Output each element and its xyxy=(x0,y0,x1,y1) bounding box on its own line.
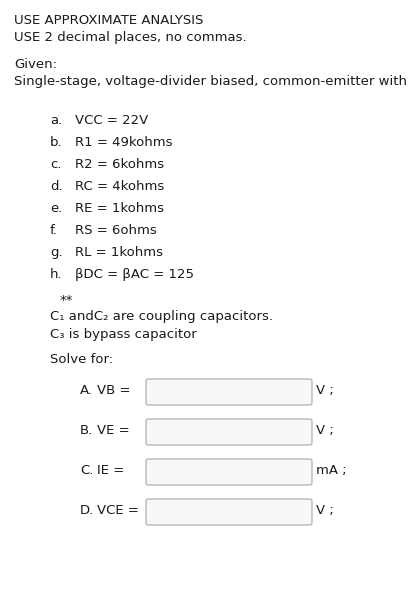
FancyBboxPatch shape xyxy=(146,459,312,485)
Text: V ;: V ; xyxy=(316,504,334,517)
Text: Solve for:: Solve for: xyxy=(50,353,113,366)
Text: VCC = 22V: VCC = 22V xyxy=(75,114,148,127)
Text: g.: g. xyxy=(50,246,63,259)
Text: USE APPROXIMATE ANALYSIS: USE APPROXIMATE ANALYSIS xyxy=(14,14,204,27)
Text: R2 = 6kohms: R2 = 6kohms xyxy=(75,158,164,171)
Text: V ;: V ; xyxy=(316,424,334,437)
FancyBboxPatch shape xyxy=(146,379,312,405)
Text: C₃ is bypass capacitor: C₃ is bypass capacitor xyxy=(50,328,197,341)
Text: f.: f. xyxy=(50,224,58,237)
Text: Single-stage, voltage-divider biased, common-emitter with: Single-stage, voltage-divider biased, co… xyxy=(14,75,407,88)
Text: βDC = βAC = 125: βDC = βAC = 125 xyxy=(75,268,194,281)
Text: **: ** xyxy=(60,294,73,307)
Text: e.: e. xyxy=(50,202,62,215)
Text: RL = 1kohms: RL = 1kohms xyxy=(75,246,163,259)
Text: VE =: VE = xyxy=(97,424,130,437)
FancyBboxPatch shape xyxy=(146,499,312,525)
Text: IE =: IE = xyxy=(97,464,124,477)
Text: V ;: V ; xyxy=(316,384,334,397)
Text: R1 = 49kohms: R1 = 49kohms xyxy=(75,136,173,149)
Text: B.: B. xyxy=(80,424,93,437)
Text: C₁ andC₂ are coupling capacitors.: C₁ andC₂ are coupling capacitors. xyxy=(50,310,273,323)
Text: mA ;: mA ; xyxy=(316,464,346,477)
Text: D.: D. xyxy=(80,504,94,517)
Text: C.: C. xyxy=(80,464,94,477)
Text: d.: d. xyxy=(50,180,63,193)
Text: VCE =: VCE = xyxy=(97,504,139,517)
Text: a.: a. xyxy=(50,114,62,127)
Text: b.: b. xyxy=(50,136,63,149)
Text: c.: c. xyxy=(50,158,61,171)
Text: RE = 1kohms: RE = 1kohms xyxy=(75,202,164,215)
FancyBboxPatch shape xyxy=(146,419,312,445)
Text: Given:: Given: xyxy=(14,58,57,71)
Text: VB =: VB = xyxy=(97,384,131,397)
Text: RS = 6ohms: RS = 6ohms xyxy=(75,224,157,237)
Text: USE 2 decimal places, no commas.: USE 2 decimal places, no commas. xyxy=(14,31,247,44)
Text: RC = 4kohms: RC = 4kohms xyxy=(75,180,164,193)
Text: h.: h. xyxy=(50,268,63,281)
Text: A.: A. xyxy=(80,384,93,397)
